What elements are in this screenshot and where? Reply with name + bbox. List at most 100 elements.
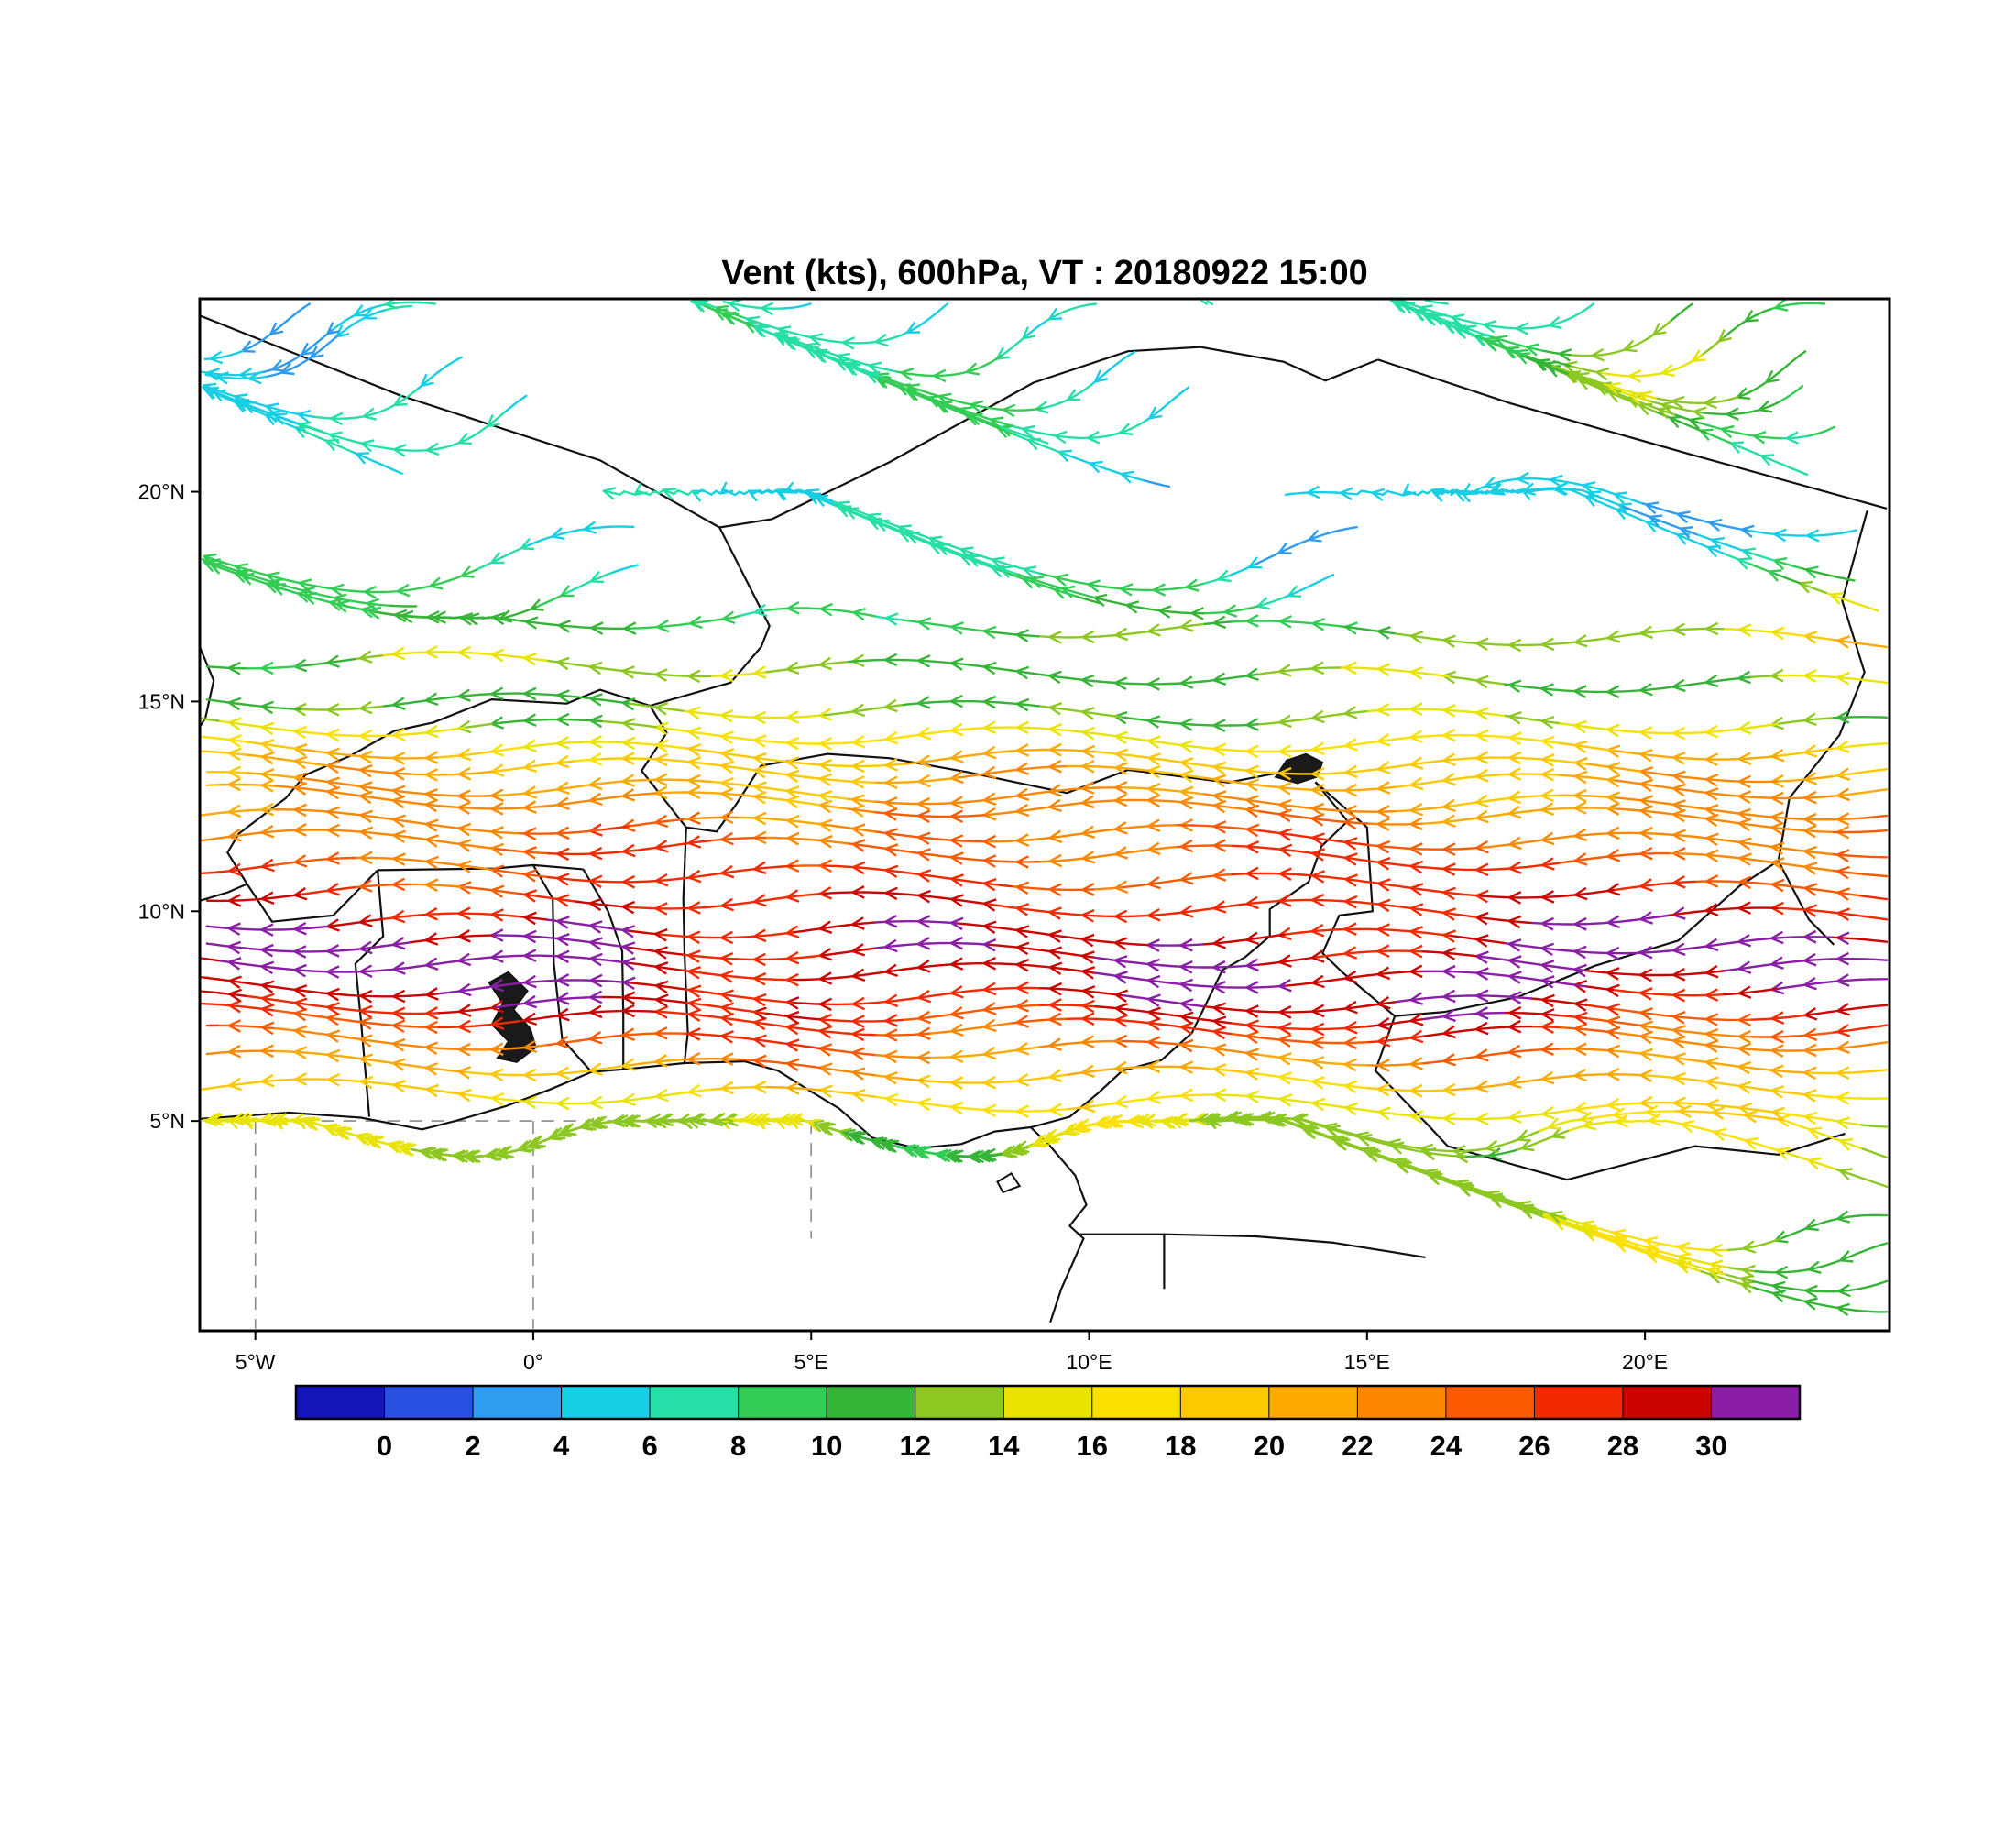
- streamline-segment: [791, 893, 821, 898]
- streamline-segment: [326, 1033, 356, 1040]
- streamline-segment: [574, 625, 604, 630]
- streamline-segment: [1119, 1065, 1150, 1070]
- streamline-segment: [1448, 1086, 1478, 1092]
- streamline-segment: [216, 943, 247, 949]
- streamline-segment: [265, 367, 293, 379]
- streamline-segment: [1530, 862, 1561, 868]
- streamline-segment: [1339, 1004, 1369, 1011]
- streamline-segment: [1729, 442, 1758, 456]
- streamline-segment: [818, 661, 849, 666]
- streamline-segment: [1693, 776, 1724, 782]
- streamline-segment: [818, 804, 849, 810]
- streamline-segment: [1503, 1114, 1533, 1120]
- streamline-segment: [1803, 795, 1834, 799]
- streamline-segment: [408, 1064, 438, 1070]
- streamline-segment: [1393, 884, 1423, 891]
- streamline-segment: [627, 757, 658, 761]
- streamline-segment: [873, 1095, 904, 1103]
- streamline-segment: [490, 807, 520, 810]
- streamline-segment: [708, 972, 740, 979]
- streamline-segment: [873, 944, 904, 949]
- streamline-segment: [353, 654, 383, 661]
- streamline-segment: [1307, 573, 1335, 588]
- streamline-segment: [1037, 673, 1068, 679]
- streamline-segment: [846, 826, 876, 833]
- streamline-segment: [872, 800, 904, 805]
- streamline-segment: [1857, 855, 1889, 859]
- streamline-segment: [1529, 962, 1560, 969]
- colorbar-tick-label: 28: [1607, 1430, 1638, 1462]
- streamline-segment: [1584, 889, 1615, 895]
- streamline-segment: [710, 615, 740, 622]
- streamline-segment: [719, 488, 746, 497]
- streamline-segment: [864, 1137, 894, 1147]
- streamline-segment: [982, 1022, 1013, 1028]
- streamline-segment: [1338, 709, 1368, 716]
- streamline-segment: [949, 368, 979, 377]
- streamline-segment: [201, 837, 220, 842]
- streamline-segment: [1396, 301, 1414, 310]
- streamline-segment: [955, 988, 986, 994]
- streamline-segment: [937, 544, 965, 556]
- streamline-segment: [1639, 1011, 1670, 1017]
- streamline-segment: [260, 361, 290, 374]
- streamline-segment: [271, 1049, 301, 1054]
- streamline-segment: [1448, 868, 1478, 872]
- streamline-segment: [233, 371, 264, 377]
- streamline-segment: [299, 1002, 329, 1009]
- streamline-segment: [1748, 823, 1779, 829]
- streamline-segment: [1557, 688, 1587, 693]
- streamline-segment: [572, 797, 602, 805]
- streamline-segment: [1722, 1104, 1752, 1111]
- streamline-segment: [1834, 1168, 1862, 1180]
- streamline-segment: [1120, 735, 1150, 742]
- streamline-segment: [1067, 384, 1092, 401]
- streamline-segment: [1618, 1240, 1648, 1252]
- streamline-segment: [901, 871, 931, 877]
- streamline-segment: [560, 582, 587, 598]
- streamline-segment: [1146, 608, 1177, 614]
- streamline-segment: [1584, 1073, 1615, 1077]
- streamline-segment: [715, 306, 743, 318]
- streamline-segment: [709, 1004, 740, 1011]
- streamline-segment: [901, 994, 931, 1002]
- streamline-segment: [873, 891, 904, 895]
- streamline-segment: [279, 583, 309, 593]
- streamline-segment: [737, 836, 767, 840]
- streamline-segment: [846, 972, 876, 979]
- streamline-segment: [1666, 1015, 1697, 1020]
- streamline-segment: [1431, 490, 1440, 496]
- streamline-segment: [955, 626, 986, 632]
- streamline-segment: [1147, 626, 1178, 633]
- streamline-segment: [654, 1092, 685, 1098]
- wind-streamlines: [200, 299, 1889, 1316]
- streamline-segment: [709, 780, 740, 786]
- streamline-segment: [1146, 943, 1177, 947]
- streamline-segment: [1229, 937, 1259, 943]
- streamline-segment: [381, 857, 411, 862]
- streamline-segment: [1612, 917, 1642, 924]
- streamline-segment: [353, 768, 384, 774]
- streamline-segment: [214, 349, 244, 359]
- streamline-segment: [1858, 788, 1889, 795]
- streamline-segment: [328, 1126, 357, 1137]
- streamline-segment: [354, 705, 384, 710]
- colorbar-tick-label: 12: [899, 1430, 930, 1462]
- streamline-segment: [1779, 385, 1804, 403]
- streamline-segment: [490, 719, 520, 726]
- streamline-segment: [1515, 325, 1546, 330]
- streamline-segment: [846, 865, 877, 871]
- streamline-segment: [1120, 766, 1150, 772]
- streamline-segment: [846, 947, 876, 954]
- streamline-segment: [1065, 830, 1095, 838]
- streamline-segment: [1753, 400, 1781, 412]
- streamline-segment: [1830, 817, 1861, 821]
- streamline-segment: [381, 1082, 411, 1089]
- streamline-segment: [1550, 364, 1578, 376]
- streamline-segment: [1310, 898, 1342, 903]
- streamline-segment: [244, 772, 274, 776]
- streamline-segment: [654, 791, 685, 795]
- streamline-segment: [244, 666, 274, 670]
- streamline-segment: [360, 601, 390, 607]
- streamline-segment: [1420, 908, 1451, 915]
